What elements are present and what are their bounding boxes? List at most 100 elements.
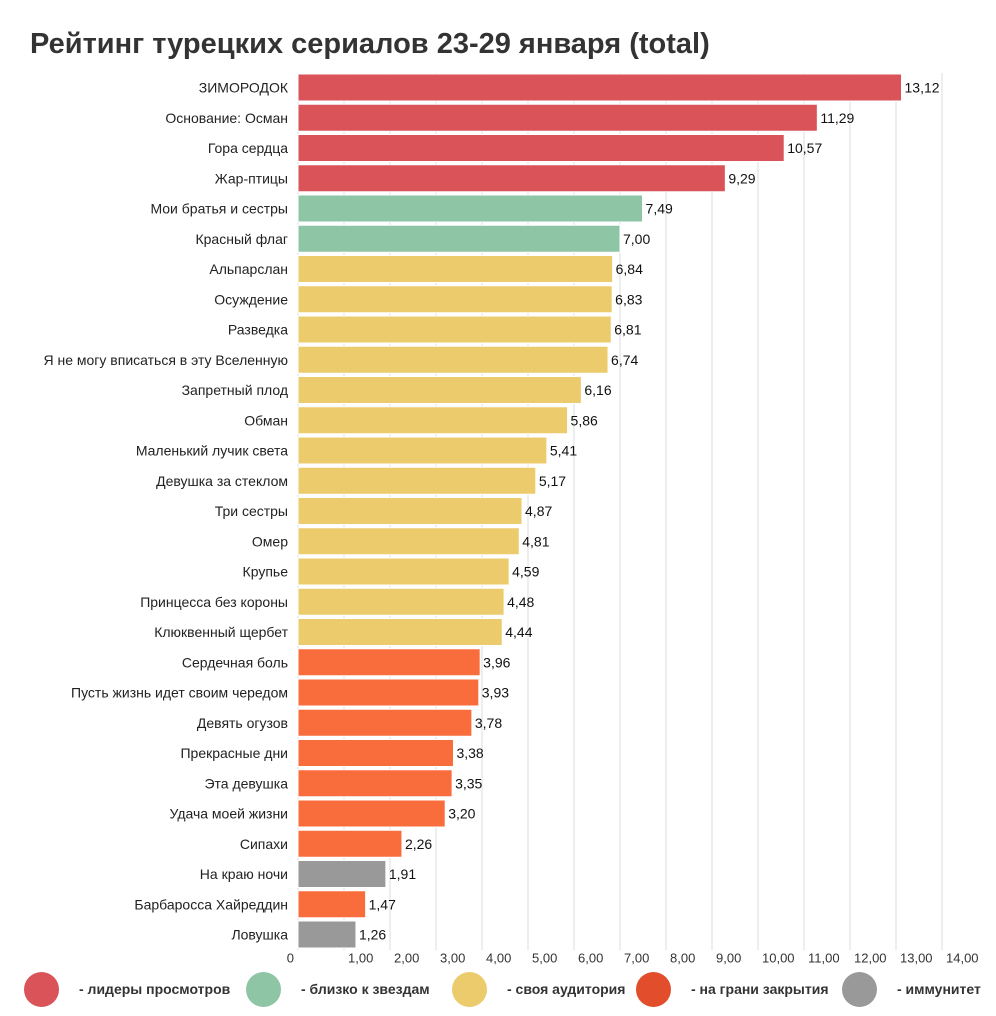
x-tick-label: 7,00 xyxy=(624,950,649,965)
category-label: На краю ночи xyxy=(200,866,288,882)
category-label: Разведка xyxy=(228,322,288,338)
bar xyxy=(297,860,387,888)
bar xyxy=(297,466,537,495)
bar xyxy=(297,376,582,404)
bar xyxy=(297,285,613,314)
legend-dot-stars xyxy=(246,971,281,1007)
bar xyxy=(297,557,510,586)
legend-label-immunity: - иммунитет xyxy=(897,981,981,997)
value-label: 5,41 xyxy=(550,443,577,459)
value-label: 4,48 xyxy=(507,594,534,610)
bar xyxy=(297,436,548,465)
bar xyxy=(297,769,453,798)
x-tick-label: 8,00 xyxy=(670,950,695,965)
value-label: 3,78 xyxy=(475,715,502,731)
bar xyxy=(297,890,367,919)
bar xyxy=(297,618,503,646)
bar xyxy=(297,73,903,102)
bar xyxy=(297,708,473,737)
legend-item-audience: - своя аудитория xyxy=(452,971,625,1007)
bar xyxy=(297,224,621,253)
bar xyxy=(297,587,505,616)
value-label: 4,44 xyxy=(505,624,532,640)
category-label: Прекрасные дни xyxy=(180,745,288,761)
value-label: 1,26 xyxy=(359,927,386,943)
value-labels: 13,12 11,29 10,57 9,29 7,49 7,00 6,84 6,83 6,81 6… xyxy=(359,80,940,943)
legend-dot-immunity xyxy=(842,971,877,1007)
category-label: Пусть жизнь идет своим чередом xyxy=(71,685,288,701)
value-label: 5,17 xyxy=(539,473,566,489)
category-label: Гора сердца xyxy=(208,140,288,156)
value-label: 9,29 xyxy=(728,170,755,186)
bar xyxy=(297,497,523,525)
bar xyxy=(297,648,481,677)
category-label: Эта девушка xyxy=(204,775,288,791)
value-label: 7,00 xyxy=(623,231,650,247)
legend-dot-closing xyxy=(636,971,671,1007)
value-label: 13,12 xyxy=(905,80,940,96)
category-label: Барбаросса Хайреддин xyxy=(134,896,288,912)
value-label: 4,81 xyxy=(522,533,549,549)
value-label: 3,35 xyxy=(455,775,482,791)
x-tick-label: 12,00 xyxy=(854,950,887,965)
category-label: Сипахи xyxy=(240,836,288,852)
category-label: Жар-птицы xyxy=(215,170,288,186)
category-label: Клюквенный щербет xyxy=(154,624,288,640)
legend-item-stars: - близко к звездам xyxy=(246,971,430,1007)
value-label: 1,47 xyxy=(369,896,396,912)
category-label: Девушка за стеклом xyxy=(156,473,288,489)
category-label: ЗИМОРОДОК xyxy=(199,80,289,96)
category-label: Крупье xyxy=(243,564,289,580)
x-tick-label: 1,00 xyxy=(348,950,373,965)
value-label: 6,83 xyxy=(615,291,642,307)
bar xyxy=(297,829,403,858)
legend-label-closing: - на грани закрытия xyxy=(691,981,829,997)
category-label: Маленький лучик света xyxy=(136,443,288,459)
category-label: Сердечная боль xyxy=(182,654,288,670)
legend-item-leaders: - лидеры просмотров xyxy=(24,971,230,1007)
x-tick-label: 0 xyxy=(287,950,294,965)
bar-chart: ЗИМОРОДОК Основание: Осман Гора сердца Жар-… xyxy=(43,73,979,965)
x-tick-label: 11,00 xyxy=(808,950,840,965)
x-tick-label: 9,00 xyxy=(716,950,741,965)
category-label: Запретный плод xyxy=(182,382,288,398)
value-label: 3,38 xyxy=(456,745,483,761)
x-tick-label: 3,00 xyxy=(440,950,465,965)
category-label: Девять огузов xyxy=(197,715,288,731)
category-label: Омер xyxy=(252,533,288,549)
x-tick-label: 4,00 xyxy=(486,950,511,965)
category-label: Основание: Осман xyxy=(165,110,288,126)
legend-label-audience: - своя аудитория xyxy=(507,981,626,997)
x-tick-label: 6,00 xyxy=(578,950,603,965)
x-tick-label: 10,00 xyxy=(762,950,795,965)
value-label: 6,81 xyxy=(614,322,641,338)
bars xyxy=(297,73,903,949)
bar xyxy=(297,315,612,344)
chart-title: Рейтинг турецких сериалов 23-29 января (… xyxy=(30,28,710,60)
x-tick-label: 2,00 xyxy=(394,950,419,965)
bar xyxy=(297,527,520,556)
bar xyxy=(297,406,569,435)
x-tick-label: 14,00 xyxy=(946,950,979,965)
value-label: 6,84 xyxy=(616,261,643,277)
category-label: Принцесса без короны xyxy=(140,594,288,610)
x-axis-ticks: 0 1,00 2,00 3,00 4,00 5,00 6,00 7,00 8,00 9,00 10,… xyxy=(287,950,979,965)
category-labels: ЗИМОРОДОК Основание: Осман Гора сердца Жар-… xyxy=(43,80,288,943)
category-label: Три сестры xyxy=(215,503,288,519)
bar xyxy=(297,920,357,949)
value-label: 3,93 xyxy=(482,685,509,701)
legend: - лидеры просмотров - близко к звездам -… xyxy=(0,965,996,1010)
bar xyxy=(297,103,818,132)
category-label: Альпарслан xyxy=(209,261,288,277)
category-label: Осуждение xyxy=(214,291,288,307)
bar xyxy=(297,164,726,193)
legend-label-stars: - близко к звездам xyxy=(301,981,430,997)
category-label: Удача моей жизни xyxy=(170,806,288,822)
value-label: 7,49 xyxy=(646,201,673,217)
value-label: 6,16 xyxy=(584,382,611,398)
value-label: 4,59 xyxy=(512,564,539,580)
bar xyxy=(297,739,454,767)
legend-label-leaders: - лидеры просмотров xyxy=(79,981,231,997)
value-label: 11,29 xyxy=(820,110,854,126)
value-label: 6,74 xyxy=(611,352,638,368)
